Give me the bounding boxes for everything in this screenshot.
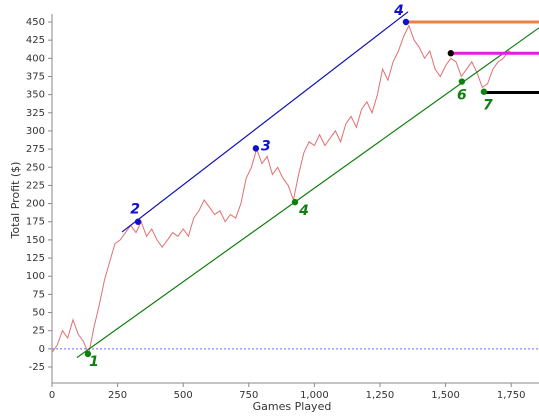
point-label: 4 <box>298 203 309 219</box>
marker-point <box>480 88 488 95</box>
y-axis-title: Total Profit ($) <box>9 162 22 240</box>
x-tick-label: 750 <box>239 390 258 401</box>
y-tick-label: 175 <box>26 217 45 228</box>
point-label: 3 <box>261 138 271 154</box>
y-tick-label: 375 <box>26 71 45 82</box>
x-tick-label: 1,000 <box>300 390 329 401</box>
point-label: 6 <box>457 88 467 104</box>
marker-point <box>252 145 260 152</box>
x-tick-label: 500 <box>174 390 193 401</box>
y-tick-label: -25 <box>29 362 45 373</box>
y-tick-label: 250 <box>26 162 45 173</box>
x-tick-label: 1,500 <box>431 390 460 401</box>
y-tick-label: 275 <box>26 144 45 155</box>
y-tick-label: 100 <box>26 271 45 282</box>
marker-point <box>134 218 142 225</box>
y-tick-label: 300 <box>26 126 45 137</box>
marker-point <box>458 78 466 85</box>
y-tick-label: 425 <box>26 35 45 46</box>
y-tick-label: 50 <box>32 308 45 319</box>
y-tick-label: 75 <box>32 289 45 300</box>
x-tick-label: 1,750 <box>497 390 526 401</box>
x-tick-label: 0 <box>49 390 55 401</box>
marker-point <box>291 198 299 206</box>
y-tick-label: 200 <box>26 199 45 210</box>
y-tick-label: 25 <box>32 326 45 337</box>
x-tick-label: 1,250 <box>366 390 395 401</box>
point-label: 4 <box>393 3 404 19</box>
y-tick-label: 225 <box>26 180 45 191</box>
y-tick-label: 325 <box>26 108 45 119</box>
profit-line <box>51 24 515 356</box>
y-tick-label: 450 <box>26 17 45 28</box>
y-tick-label: 350 <box>26 90 45 101</box>
point-label: 7 <box>483 98 493 114</box>
marker-point <box>84 350 92 358</box>
marker-point <box>447 50 455 57</box>
y-tick-label: 150 <box>26 235 45 246</box>
point-label: 1 <box>89 354 99 370</box>
point-label: 2 <box>130 202 140 218</box>
y-tick-label: 400 <box>26 53 45 64</box>
reference-line <box>121 11 409 233</box>
y-tick-label: 125 <box>26 253 45 264</box>
y-tick-label: 0 <box>39 344 45 355</box>
x-axis-title: Games Played <box>253 400 332 413</box>
marker-point <box>402 18 410 26</box>
x-tick-label: 250 <box>108 390 127 401</box>
reference-line <box>76 27 539 359</box>
